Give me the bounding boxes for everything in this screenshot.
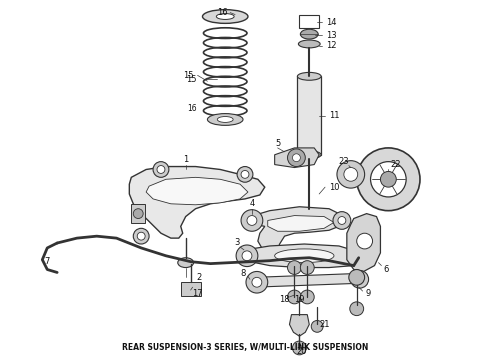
Polygon shape <box>275 148 319 167</box>
Circle shape <box>288 261 301 274</box>
Text: REAR SUSPENSION-3 SERIES, W/MULTI-LINK SUSPENSION: REAR SUSPENSION-3 SERIES, W/MULTI-LINK S… <box>122 343 368 352</box>
Text: 5: 5 <box>275 139 280 148</box>
Circle shape <box>350 302 364 316</box>
Text: 15: 15 <box>183 71 194 80</box>
Circle shape <box>344 167 358 181</box>
Text: 13: 13 <box>326 31 336 40</box>
Circle shape <box>351 270 368 288</box>
Polygon shape <box>290 315 309 336</box>
Circle shape <box>133 228 149 244</box>
Circle shape <box>137 232 145 240</box>
Circle shape <box>288 290 301 304</box>
Polygon shape <box>250 207 344 252</box>
Text: 8: 8 <box>240 269 245 278</box>
Circle shape <box>246 271 268 293</box>
Text: 15: 15 <box>186 75 197 84</box>
Circle shape <box>349 270 365 285</box>
Text: 18: 18 <box>279 296 290 305</box>
Polygon shape <box>129 167 265 238</box>
Ellipse shape <box>298 40 320 48</box>
Text: 19: 19 <box>294 296 305 305</box>
Circle shape <box>337 161 365 188</box>
Ellipse shape <box>202 10 248 23</box>
Circle shape <box>293 341 306 355</box>
Polygon shape <box>297 76 321 155</box>
Bar <box>299 14 319 28</box>
Ellipse shape <box>297 72 321 80</box>
Circle shape <box>300 261 314 274</box>
Circle shape <box>311 320 323 332</box>
Ellipse shape <box>216 14 234 19</box>
Circle shape <box>153 162 169 177</box>
Text: 4: 4 <box>249 199 254 208</box>
Text: 22: 22 <box>390 160 400 169</box>
Ellipse shape <box>297 151 321 159</box>
Circle shape <box>333 212 351 229</box>
Text: 23: 23 <box>339 157 349 166</box>
Ellipse shape <box>218 117 233 122</box>
Ellipse shape <box>300 29 318 39</box>
Ellipse shape <box>305 211 313 216</box>
Text: 1: 1 <box>183 155 188 164</box>
Text: 7: 7 <box>45 257 50 266</box>
Circle shape <box>241 171 249 178</box>
Circle shape <box>133 209 143 219</box>
Polygon shape <box>146 177 248 205</box>
Circle shape <box>237 167 253 182</box>
Circle shape <box>338 217 346 224</box>
Text: 2: 2 <box>196 273 201 282</box>
Text: 16: 16 <box>187 104 196 113</box>
Circle shape <box>356 275 364 283</box>
Bar <box>131 204 145 224</box>
Text: 6: 6 <box>384 265 389 274</box>
Text: 12: 12 <box>326 41 336 50</box>
Text: 21: 21 <box>320 320 330 329</box>
Circle shape <box>236 245 258 266</box>
Circle shape <box>293 154 300 162</box>
Circle shape <box>288 149 305 167</box>
Text: 3: 3 <box>234 238 240 247</box>
Circle shape <box>357 148 420 211</box>
Ellipse shape <box>178 258 194 267</box>
Polygon shape <box>255 274 361 287</box>
Text: 10: 10 <box>329 183 339 192</box>
Polygon shape <box>268 216 334 231</box>
Bar <box>181 282 200 296</box>
Text: 9: 9 <box>366 289 371 298</box>
Circle shape <box>241 210 263 231</box>
Circle shape <box>300 290 314 304</box>
Circle shape <box>157 166 165 174</box>
Text: 14: 14 <box>326 18 336 27</box>
Text: 16: 16 <box>217 8 227 17</box>
Text: 11: 11 <box>329 111 339 120</box>
Circle shape <box>350 249 368 266</box>
Circle shape <box>380 171 396 187</box>
Circle shape <box>357 233 372 249</box>
Polygon shape <box>244 244 361 267</box>
Text: 20: 20 <box>296 347 307 356</box>
Ellipse shape <box>301 209 317 219</box>
Circle shape <box>370 162 406 197</box>
Polygon shape <box>347 213 380 271</box>
Text: 17: 17 <box>192 289 203 298</box>
Ellipse shape <box>275 249 334 263</box>
Ellipse shape <box>207 114 243 125</box>
Circle shape <box>252 277 262 287</box>
Circle shape <box>247 216 257 225</box>
Circle shape <box>355 254 363 262</box>
Circle shape <box>242 251 252 261</box>
